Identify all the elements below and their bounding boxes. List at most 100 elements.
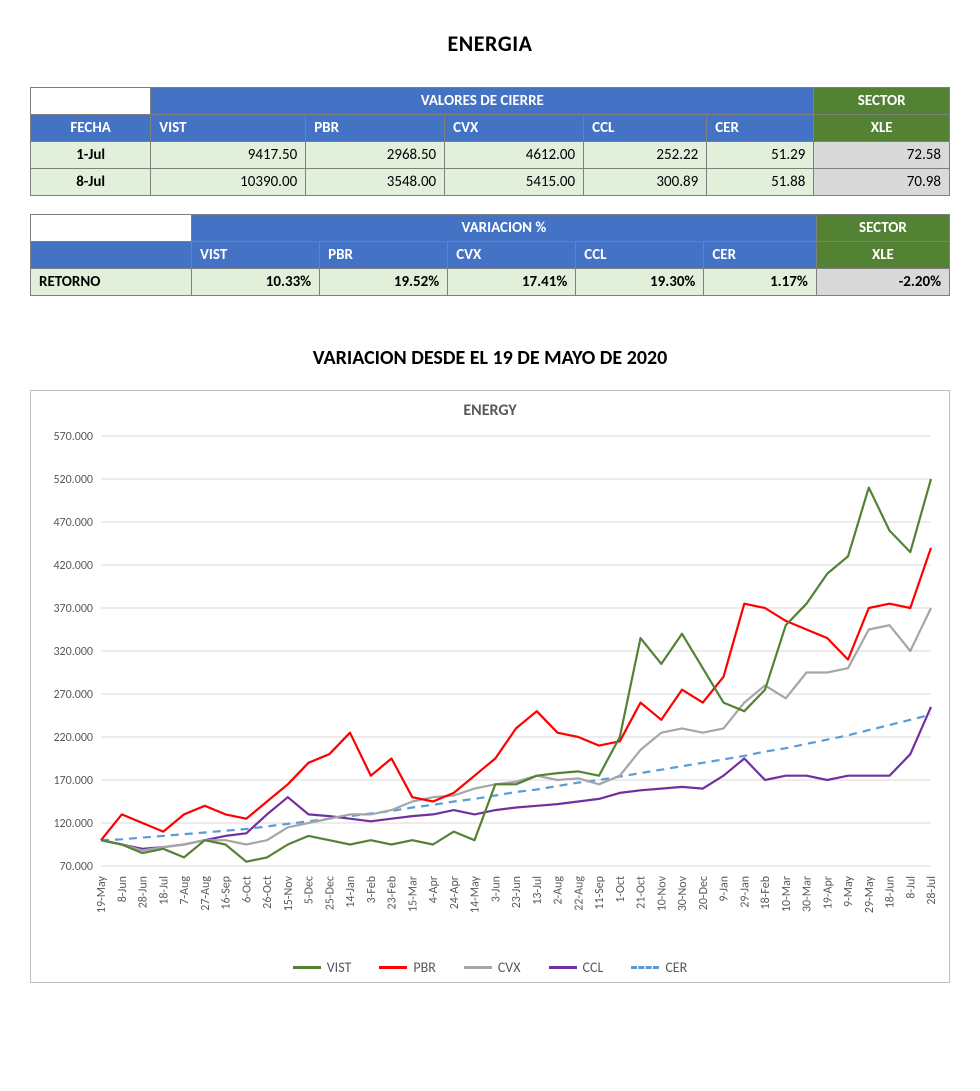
legend-swatch [464, 966, 492, 969]
cell: 10.33% [192, 269, 320, 296]
svg-text:24-Apr: 24-Apr [448, 876, 462, 909]
svg-text:21-Oct: 21-Oct [635, 876, 649, 909]
legend-label: CCL [583, 959, 604, 976]
svg-text:120.000: 120.000 [53, 817, 93, 831]
legend-item-vist: VIST [293, 959, 352, 976]
svg-text:18-Jul: 18-Jul [157, 876, 171, 905]
svg-text:8-Jun: 8-Jun [116, 876, 130, 902]
legend-item-ccl: CCL [549, 959, 604, 976]
svg-text:30-Mar: 30-Mar [801, 876, 815, 912]
svg-text:1-Oct: 1-Oct [614, 876, 628, 903]
col-ccl: CCL [576, 242, 704, 269]
legend-label: PBR [413, 959, 435, 976]
svg-text:10-Mar: 10-Mar [780, 876, 794, 912]
svg-text:320.000: 320.000 [53, 645, 93, 659]
svg-text:11-Sep: 11-Sep [593, 876, 607, 910]
svg-text:70.000: 70.000 [60, 860, 93, 874]
svg-text:18-Jun: 18-Jun [884, 876, 898, 908]
svg-text:170.000: 170.000 [53, 774, 93, 788]
svg-text:14-Jan: 14-Jan [344, 876, 358, 908]
col-fecha: FECHA [31, 115, 151, 142]
svg-text:29-Jan: 29-Jan [738, 876, 752, 908]
svg-text:3-Jun: 3-Jun [489, 876, 503, 902]
cell: 1.17% [704, 269, 816, 296]
legend-swatch [549, 966, 577, 969]
cell: 252.22 [584, 142, 707, 169]
row-retorno-label: RETORNO [31, 269, 192, 296]
chart-legend: VIST PBR CVX CCL CER [41, 959, 939, 976]
cell: 10390.00 [151, 169, 306, 196]
svg-text:19-Apr: 19-Apr [821, 876, 835, 909]
cell: 5415.00 [445, 169, 584, 196]
svg-text:28-Jul: 28-Jul [925, 876, 939, 905]
cell: 51.88 [707, 169, 814, 196]
svg-text:20-Dec: 20-Dec [697, 876, 711, 910]
svg-text:15-Nov: 15-Nov [282, 875, 296, 911]
cell: 2968.50 [306, 142, 445, 169]
svg-text:7-Aug: 7-Aug [178, 876, 192, 905]
col-vist: VIST [192, 242, 320, 269]
svg-text:370.000: 370.000 [53, 602, 93, 616]
chart-svg: 70.000 120.000 170.000 220.000 270.000 320.00… [41, 426, 941, 946]
svg-text:9-May: 9-May [842, 875, 856, 907]
svg-text:30-Nov: 30-Nov [676, 875, 690, 911]
svg-text:16-Sep: 16-Sep [220, 876, 234, 910]
svg-text:8-Jul: 8-Jul [904, 876, 918, 899]
svg-text:3-Feb: 3-Feb [365, 876, 379, 903]
blank-corner [31, 215, 192, 242]
svg-text:25-Dec: 25-Dec [323, 876, 337, 910]
legend-swatch [631, 966, 659, 969]
cell: 300.89 [584, 169, 707, 196]
blank-header [31, 242, 192, 269]
legend-item-pbr: PBR [379, 959, 435, 976]
svg-text:10-Nov: 10-Nov [655, 875, 669, 911]
vals-title: VALORES DE CIERRE [151, 88, 814, 115]
svg-text:4-Apr: 4-Apr [427, 876, 441, 903]
svg-text:13-Jul: 13-Jul [531, 876, 545, 905]
var-title: VARIACION % [192, 215, 817, 242]
svg-text:420.000: 420.000 [53, 559, 93, 573]
col-pbr: PBR [306, 115, 445, 142]
cell-xle: 72.58 [814, 142, 950, 169]
sector-title: SECTOR [816, 215, 949, 242]
svg-text:23-Feb: 23-Feb [386, 876, 400, 909]
col-cvx: CVX [448, 242, 576, 269]
svg-text:470.000: 470.000 [53, 516, 93, 530]
legend-item-cer: CER [631, 959, 687, 976]
cell: 51.29 [707, 142, 814, 169]
col-cer: CER [707, 115, 814, 142]
page-title: ENERGIA [30, 30, 950, 57]
svg-text:270.000: 270.000 [53, 688, 93, 702]
svg-text:2-Aug: 2-Aug [552, 876, 566, 905]
svg-text:15-Mar: 15-Mar [406, 876, 420, 912]
legend-swatch [379, 966, 407, 969]
svg-text:23-Jun: 23-Jun [510, 876, 524, 908]
variation-table: VARIACION % SECTOR VIST PBR CVX CCL CER … [30, 214, 950, 296]
legend-swatch [293, 966, 321, 969]
svg-text:22-Aug: 22-Aug [572, 876, 586, 911]
svg-text:26-Oct: 26-Oct [261, 876, 275, 909]
legend-item-cvx: CVX [464, 959, 521, 976]
svg-text:520.000: 520.000 [53, 473, 93, 487]
col-ccl: CCL [584, 115, 707, 142]
closing-values-table: VALORES DE CIERRE SECTOR FECHA VIST PBR … [30, 87, 950, 196]
cell: 19.30% [576, 269, 704, 296]
col-cvx: CVX [445, 115, 584, 142]
svg-text:28-Jun: 28-Jun [137, 876, 151, 908]
svg-text:29-May: 29-May [863, 875, 877, 913]
svg-text:27-Aug: 27-Aug [199, 876, 213, 911]
col-cer: CER [704, 242, 816, 269]
legend-label: CER [665, 959, 687, 976]
legend-label: VIST [327, 959, 352, 976]
svg-text:220.000: 220.000 [53, 731, 93, 745]
row-1jul-label: 1-Jul [31, 142, 151, 169]
cell: 4612.00 [445, 142, 584, 169]
cell: 19.52% [320, 269, 448, 296]
energy-chart: ENERGY 70.000 120.000 170.000 220.000 270.00… [30, 390, 950, 983]
sector-title: SECTOR [814, 88, 950, 115]
svg-text:19-May: 19-May [95, 875, 109, 913]
blank-corner [31, 88, 151, 115]
legend-label: CVX [498, 959, 521, 976]
svg-text:5-Dec: 5-Dec [303, 876, 317, 904]
chart-inner-title: ENERGY [41, 401, 939, 420]
